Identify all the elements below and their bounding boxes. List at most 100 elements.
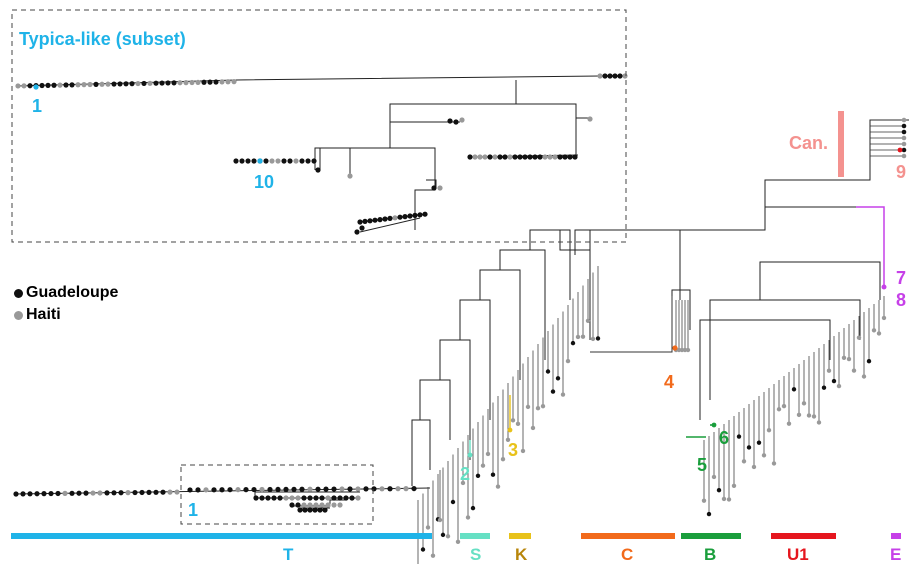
tip-node	[485, 451, 491, 457]
tip-node	[277, 495, 283, 501]
tip-node	[299, 486, 305, 492]
tip-node	[756, 440, 762, 445]
tip-node	[395, 486, 401, 492]
tip-node	[831, 378, 837, 384]
marker-4: 4	[664, 372, 675, 392]
tip-node	[337, 495, 343, 501]
branch	[589, 206, 856, 250]
clade-bar-b	[681, 533, 741, 539]
tip-node	[48, 490, 54, 497]
tip-node	[299, 158, 305, 164]
tip-node	[507, 427, 513, 433]
tip-node	[295, 502, 301, 508]
tip-node	[540, 403, 546, 409]
tip-node	[706, 511, 712, 517]
branch	[359, 217, 421, 233]
tip-node	[111, 490, 117, 496]
tip-node	[490, 472, 496, 477]
branch	[709, 299, 861, 400]
clade-label-t: T	[283, 545, 294, 564]
tip-node	[685, 347, 691, 353]
tip-node	[876, 331, 882, 336]
tip-node	[585, 318, 591, 323]
tip-node	[251, 158, 257, 164]
tip-node	[227, 487, 233, 493]
clade-label-b: B	[704, 545, 717, 564]
tip-node	[379, 486, 385, 492]
inset-title: Typica-like (subset)	[19, 29, 186, 49]
branch	[439, 339, 471, 460]
tip-node	[331, 495, 337, 501]
tip-node	[821, 385, 827, 390]
tip-node	[545, 369, 551, 374]
marker-9: 9	[896, 162, 907, 182]
tip-node	[219, 79, 225, 85]
legend-haiti-label: Haiti	[26, 306, 61, 323]
clade-e-branch	[856, 206, 885, 285]
tip-node	[517, 154, 523, 160]
tip-node	[319, 495, 325, 501]
guadeloupe-dot-icon	[14, 288, 23, 298]
tip-node	[57, 82, 63, 88]
marker-5: 5	[697, 455, 708, 475]
tip-node	[313, 495, 319, 501]
tip-node	[325, 495, 331, 501]
tip-node	[866, 359, 872, 364]
tip-node	[407, 213, 413, 219]
tip-node	[349, 495, 355, 501]
tip-node	[851, 368, 857, 373]
tip-node	[75, 82, 81, 88]
tip-node	[505, 437, 511, 442]
tip-node	[367, 218, 373, 224]
clade-e-tip	[881, 284, 887, 290]
tip-node	[87, 81, 93, 88]
tip-node	[467, 154, 473, 160]
branch	[411, 419, 431, 486]
clade-bar-c	[581, 533, 675, 539]
tree-tips	[13, 73, 907, 558]
tip-node	[213, 79, 219, 85]
tip-node	[555, 376, 561, 381]
tip-node	[235, 487, 241, 493]
tip-node	[440, 532, 446, 538]
branch	[699, 319, 831, 420]
tip-node	[243, 487, 249, 493]
tip-node	[251, 486, 257, 493]
legend-guadeloupe-label: Guadeloupe	[26, 284, 119, 301]
tip-node	[721, 496, 727, 502]
tip-node	[123, 81, 129, 87]
tip-node	[402, 214, 408, 220]
tip-node	[622, 73, 628, 79]
tip-node	[97, 490, 103, 496]
tip-node	[189, 79, 195, 86]
tip-node	[359, 225, 365, 231]
tip-node	[259, 486, 265, 493]
tip-node	[617, 73, 623, 79]
tip-node	[201, 79, 207, 85]
tip-node	[301, 502, 307, 508]
tip-node	[781, 403, 787, 409]
tip-node	[731, 483, 737, 488]
tip-node	[475, 473, 481, 478]
inset-frame	[11, 9, 627, 243]
tip-node	[736, 434, 742, 439]
tip-node	[55, 490, 61, 497]
branch	[671, 289, 691, 330]
tip-node	[477, 154, 483, 160]
tip-node	[263, 158, 269, 164]
tip-node	[211, 487, 217, 493]
tip-node	[33, 84, 39, 90]
tip-node	[271, 495, 277, 501]
tip-node	[776, 407, 782, 412]
tip-node	[761, 453, 767, 458]
tip-node	[382, 216, 388, 222]
tip-node	[307, 507, 313, 513]
tip-node	[467, 452, 473, 458]
tip-node	[153, 489, 159, 495]
tip-node	[293, 158, 299, 164]
tip-node	[331, 502, 337, 508]
tip-node	[337, 502, 343, 508]
tip-node	[307, 495, 313, 501]
tip-node	[319, 502, 325, 508]
clade-bar-t	[11, 533, 432, 539]
